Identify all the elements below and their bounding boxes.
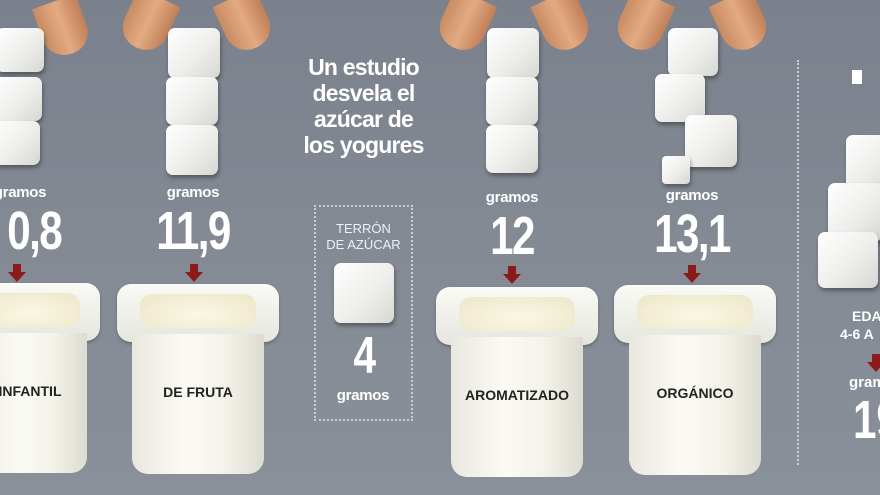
finger-image xyxy=(708,0,774,58)
reference-value: 4 xyxy=(353,327,376,385)
sugar-value: 13,1 xyxy=(654,204,731,264)
title-line: desvela el xyxy=(312,80,416,106)
sugar-cube-image xyxy=(0,28,44,72)
sugar-cube-image xyxy=(668,28,718,76)
reference-heading: TERRÓN xyxy=(336,221,391,236)
finger-image xyxy=(610,0,676,58)
arrow-down-icon xyxy=(503,266,521,284)
sugar-cube-image xyxy=(334,263,394,323)
sugar-cube-image xyxy=(0,121,40,165)
sugar-cube-image xyxy=(828,183,880,241)
sugar-cube-image xyxy=(166,125,218,175)
sugar-value: 12 xyxy=(490,206,535,266)
unit-label: gramos xyxy=(0,184,47,201)
yogurt-label: AROMATIZADO xyxy=(465,387,569,403)
sugar-cube-image xyxy=(818,232,878,288)
yogurt-label: ORGÁNICO xyxy=(656,385,734,401)
sugar-cube-image xyxy=(0,77,42,121)
sugar-cube-image xyxy=(655,74,705,122)
infographic-title: Un estudio desvela el azúcar de los yogu… xyxy=(296,54,431,158)
unit-label: gramos xyxy=(336,387,390,404)
sugar-cube-image xyxy=(166,77,218,125)
unit-label: gramos xyxy=(485,189,539,206)
yogurt-cup-aromatizado: AROMATIZADO xyxy=(436,287,598,479)
arrow-down-icon xyxy=(683,265,701,283)
arrow-down-icon xyxy=(185,264,203,282)
unit-label: gramos xyxy=(166,184,220,201)
title-line: los yogures xyxy=(303,132,424,158)
sugar-cube-reference-box: TERRÓN DE AZÚCAR 4 gramos xyxy=(314,205,413,421)
arrow-down-icon xyxy=(867,354,880,372)
finger-image xyxy=(212,0,278,58)
yogurt-label: INFANTIL xyxy=(0,383,62,399)
yogurt-cup-organico: ORGÁNICO xyxy=(614,285,776,477)
sugar-value: 19 xyxy=(853,390,880,450)
sugar-cube-image xyxy=(168,28,220,78)
sugar-value: 0,8 xyxy=(7,201,62,261)
sugar-value: 11,9 xyxy=(156,201,231,261)
sugar-cube-image xyxy=(846,135,880,190)
yogurt-cup-de-fruta: DE FRUTA xyxy=(117,284,279,479)
yogurt-cup-infantil: INFANTIL xyxy=(0,283,100,478)
title-line: azúcar de xyxy=(314,106,414,132)
unit-label: gram xyxy=(849,374,880,391)
age-range: 4-6 A xyxy=(840,326,874,342)
arrow-down-icon xyxy=(8,264,26,282)
divider xyxy=(797,60,799,465)
sugar-cube-image xyxy=(486,77,538,125)
sugar-cube-image xyxy=(486,125,538,173)
title-line: Un estudio xyxy=(308,54,420,80)
sugar-cube-image xyxy=(487,28,539,78)
sugar-cube-image xyxy=(685,115,737,167)
reference-heading: DE AZÚCAR xyxy=(326,237,401,252)
age-label: EDA xyxy=(852,308,880,324)
finger-image xyxy=(530,0,596,58)
cut-off-text xyxy=(852,70,862,84)
yogurt-label: DE FRUTA xyxy=(163,384,233,400)
unit-label: gramos xyxy=(665,187,719,204)
sugar-cube-image xyxy=(662,156,690,184)
